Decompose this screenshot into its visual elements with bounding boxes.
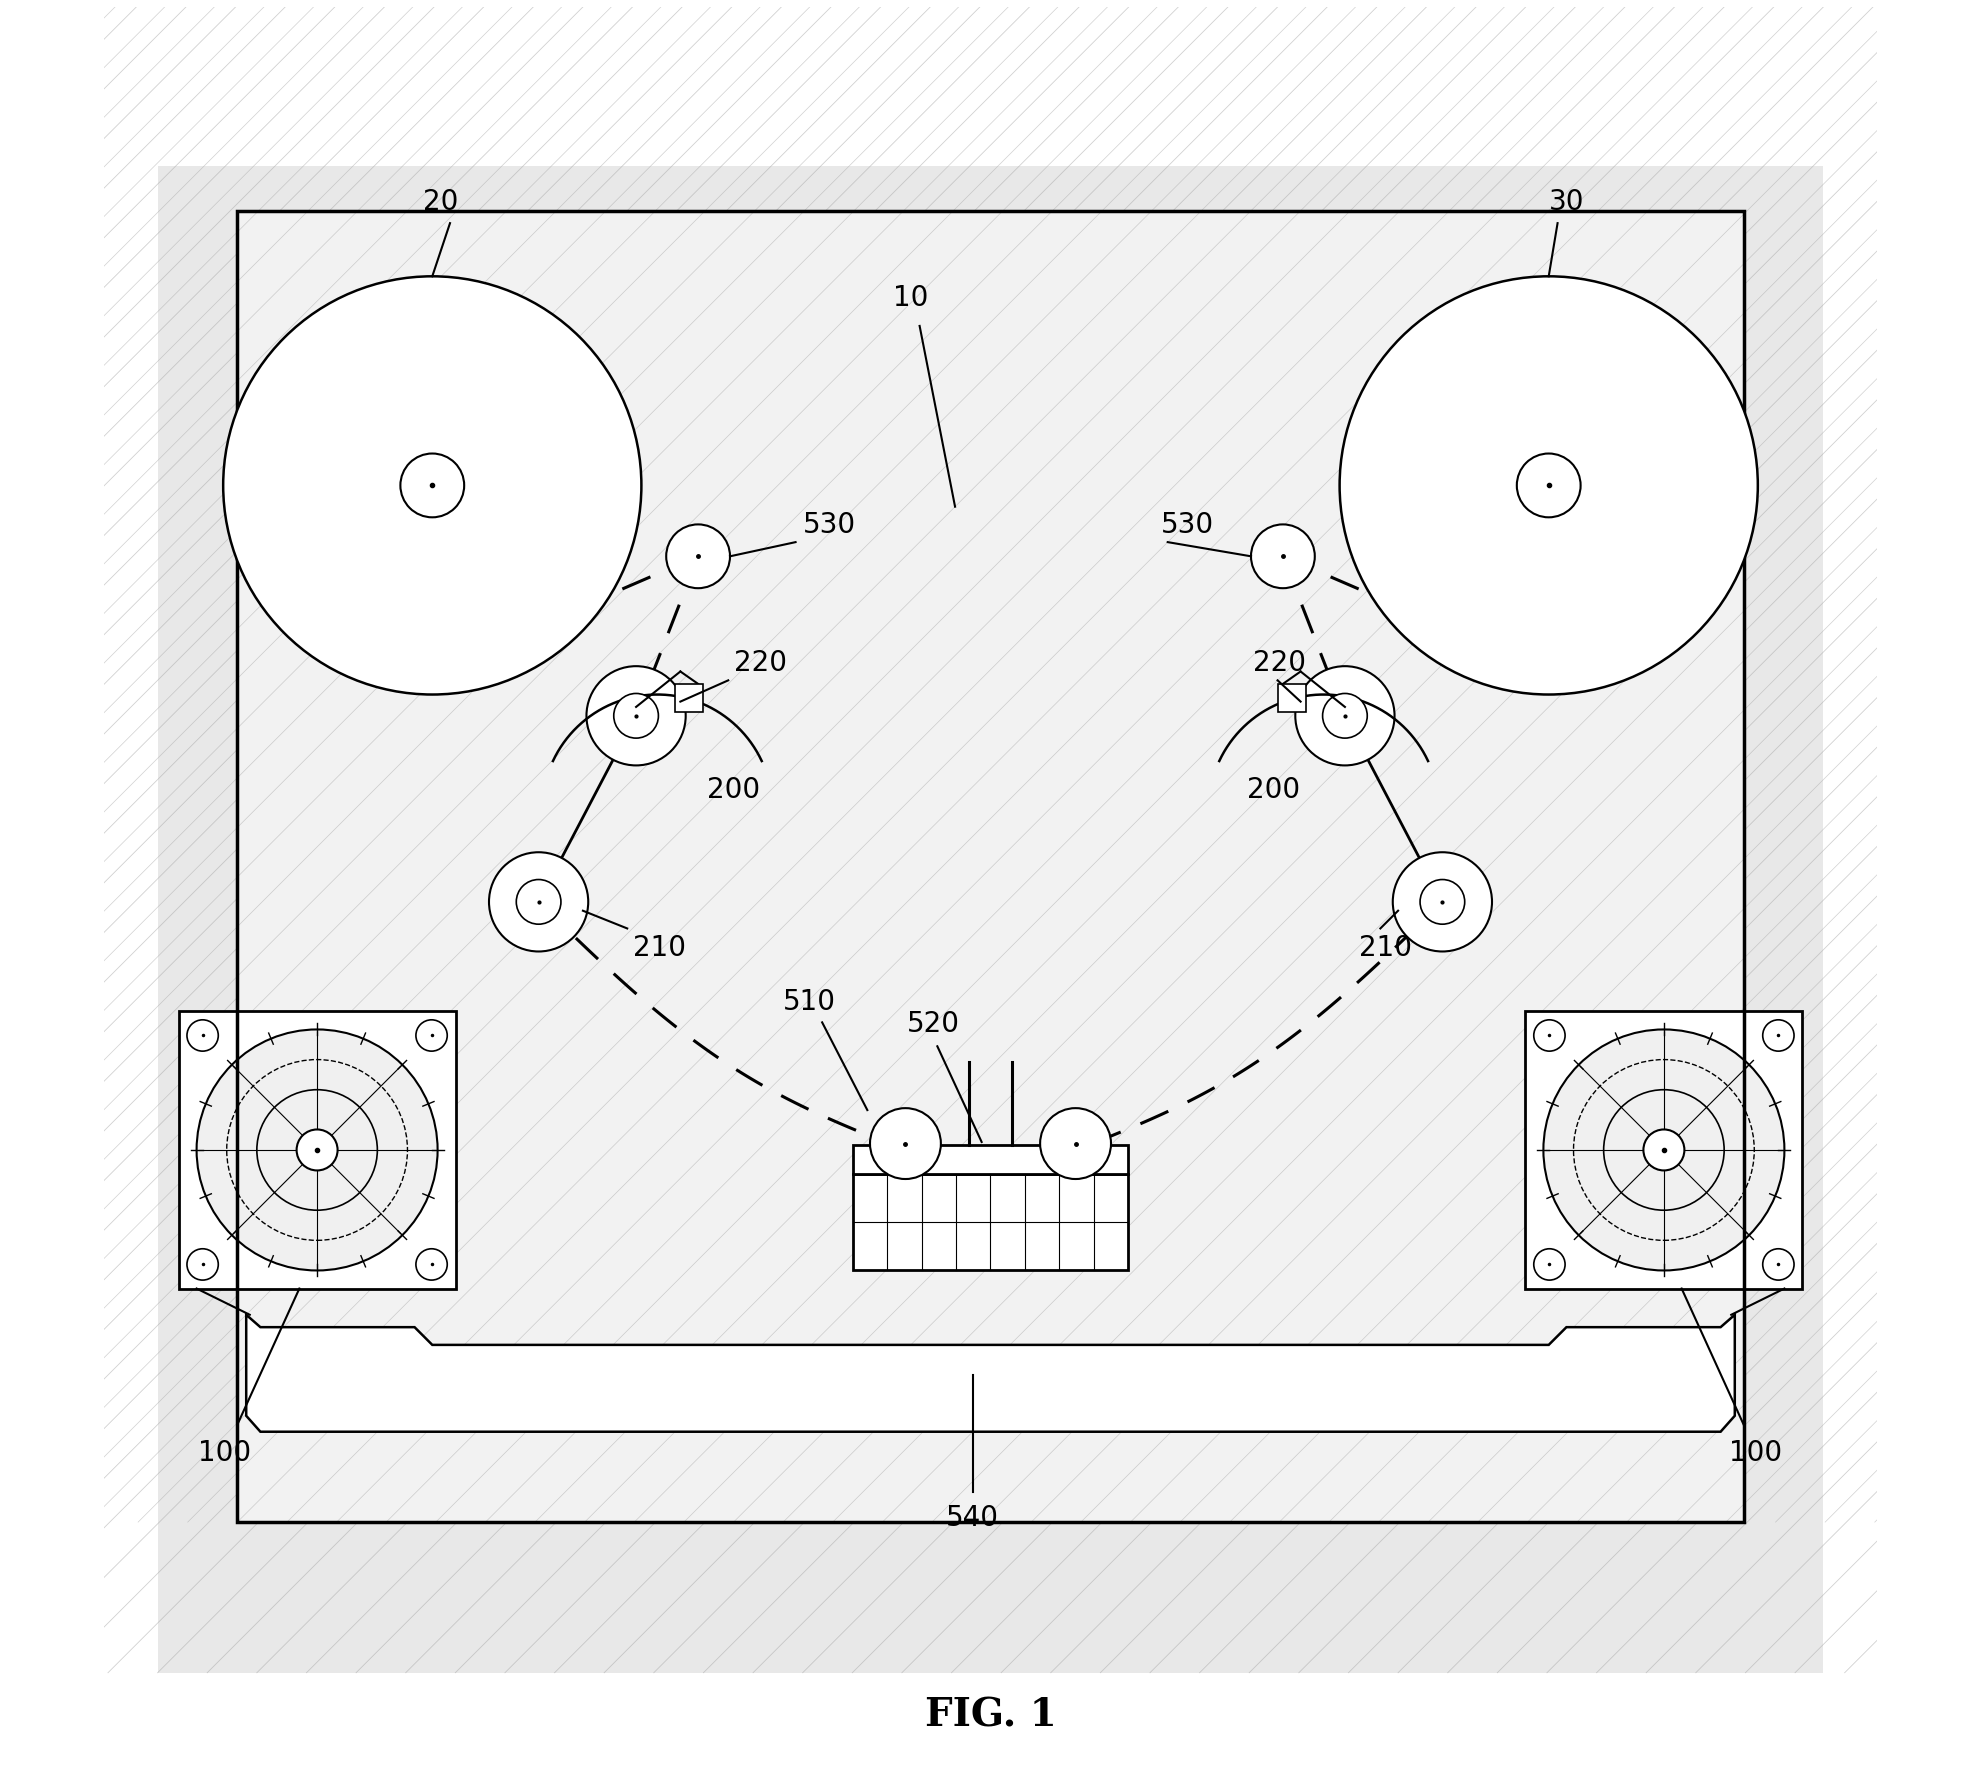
Text: 10: 10	[893, 284, 929, 313]
Text: 220: 220	[733, 648, 786, 677]
Text: 100: 100	[1729, 1440, 1782, 1466]
Circle shape	[400, 454, 463, 518]
Text: 210: 210	[632, 934, 685, 961]
Text: 520: 520	[907, 1011, 960, 1038]
Circle shape	[869, 1107, 940, 1179]
Circle shape	[297, 1129, 337, 1170]
Circle shape	[1249, 525, 1315, 588]
Text: 220: 220	[1251, 648, 1305, 677]
Text: 200: 200	[1247, 777, 1301, 804]
Text: 530: 530	[802, 511, 855, 539]
Circle shape	[1338, 277, 1756, 695]
Text: 20: 20	[424, 188, 459, 216]
Circle shape	[1762, 1020, 1794, 1052]
Bar	[1525, 1011, 1802, 1288]
Circle shape	[1542, 1029, 1784, 1270]
Polygon shape	[246, 1314, 1734, 1432]
Bar	[1277, 684, 1305, 713]
Circle shape	[1040, 1107, 1111, 1179]
Text: 200: 200	[707, 777, 760, 804]
Circle shape	[1323, 693, 1366, 738]
Text: 210: 210	[1358, 934, 1412, 961]
Circle shape	[1533, 1020, 1564, 1052]
Polygon shape	[238, 211, 1742, 1522]
Circle shape	[196, 1029, 438, 1270]
Text: 30: 30	[1548, 188, 1584, 216]
Circle shape	[1517, 454, 1580, 518]
Circle shape	[614, 693, 657, 738]
Circle shape	[1420, 879, 1463, 923]
Circle shape	[1643, 1129, 1683, 1170]
Circle shape	[186, 1020, 218, 1052]
Circle shape	[416, 1020, 447, 1052]
Bar	[178, 1011, 455, 1288]
Text: 510: 510	[782, 988, 836, 1016]
Circle shape	[186, 1248, 218, 1281]
Text: 100: 100	[198, 1440, 251, 1466]
Text: 530: 530	[1160, 511, 1214, 539]
Polygon shape	[158, 166, 1822, 1673]
Circle shape	[586, 666, 685, 766]
Circle shape	[1295, 666, 1394, 766]
Text: FIG. 1: FIG. 1	[925, 1697, 1055, 1734]
Circle shape	[1392, 852, 1491, 952]
Circle shape	[489, 852, 588, 952]
Circle shape	[224, 277, 642, 695]
Bar	[675, 684, 703, 713]
Circle shape	[416, 1248, 447, 1281]
Circle shape	[665, 525, 731, 588]
Circle shape	[1533, 1248, 1564, 1281]
Circle shape	[517, 879, 560, 923]
Bar	[853, 1173, 1127, 1270]
Circle shape	[1762, 1248, 1794, 1281]
Text: 540: 540	[946, 1504, 998, 1532]
Bar	[853, 1145, 1127, 1173]
